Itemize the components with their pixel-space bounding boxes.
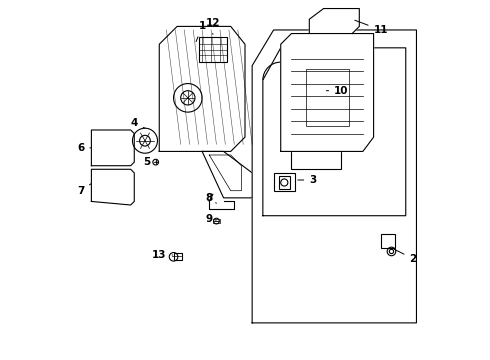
Text: 9: 9	[206, 214, 217, 224]
Text: 1: 1	[196, 21, 206, 42]
Text: 2: 2	[394, 249, 416, 264]
Bar	[213, 219, 220, 223]
Text: 3: 3	[298, 175, 317, 185]
Bar	[173, 252, 182, 260]
Text: 13: 13	[152, 250, 172, 260]
Polygon shape	[281, 33, 373, 152]
Text: 7: 7	[77, 184, 92, 196]
Bar	[381, 234, 395, 248]
Bar	[306, 69, 348, 126]
Bar	[279, 176, 290, 189]
Bar	[198, 37, 227, 62]
Polygon shape	[92, 130, 134, 166]
Polygon shape	[159, 26, 245, 152]
Text: 8: 8	[206, 193, 217, 203]
Bar	[292, 148, 342, 169]
Text: 5: 5	[143, 157, 157, 167]
Text: 11: 11	[355, 20, 388, 35]
Text: 12: 12	[206, 18, 220, 34]
Polygon shape	[309, 9, 359, 33]
Text: 10: 10	[326, 86, 349, 96]
Text: 4: 4	[130, 118, 145, 128]
Bar	[273, 173, 295, 191]
Text: 6: 6	[77, 143, 92, 153]
Polygon shape	[202, 152, 252, 198]
Polygon shape	[92, 169, 134, 205]
